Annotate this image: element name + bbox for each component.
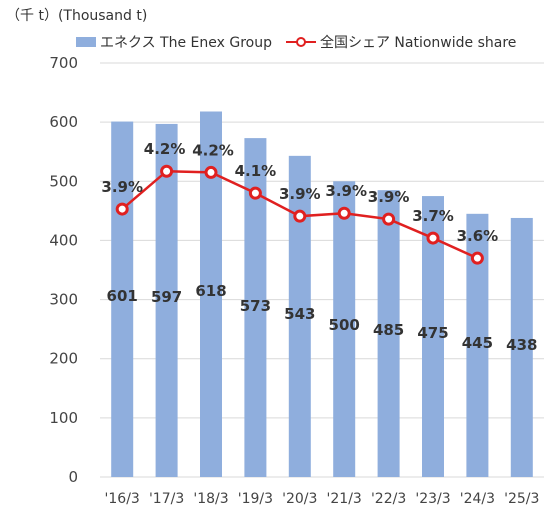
bar-value-label: 485	[373, 321, 404, 339]
share-point	[293, 209, 307, 223]
legend-line-label: 全国シェア Nationwide share	[319, 35, 517, 51]
share-point	[160, 164, 174, 178]
x-tick-label: '24/3	[460, 491, 495, 507]
bar-value-label: 618	[195, 282, 226, 300]
y-tick-label: 700	[49, 54, 78, 72]
share-value-label: 3.9%	[325, 182, 367, 200]
chart-legend: エネクス The Enex Group 全国シェア Nationwide sha…	[76, 32, 516, 52]
x-tick-label: '16/3	[105, 491, 140, 507]
legend-bar-swatch	[76, 37, 96, 47]
y-tick-label: 500	[49, 172, 78, 190]
bar-value-label: 573	[240, 297, 271, 315]
legend-line-swatch	[285, 36, 316, 48]
x-tick-label: '17/3	[149, 491, 184, 507]
bar	[422, 196, 444, 478]
share-point	[115, 202, 129, 216]
x-tick-label: '21/3	[327, 491, 362, 507]
share-point	[382, 212, 396, 226]
bar-value-label: 438	[506, 336, 537, 354]
x-tick-label: '19/3	[238, 491, 273, 507]
y-tick-label: 400	[49, 231, 78, 249]
y-tick-label: 600	[49, 113, 78, 131]
bar	[466, 213, 489, 478]
bar-value-label: 597	[151, 288, 182, 306]
share-value-label: 3.9%	[101, 178, 143, 196]
bar-value-label: 601	[107, 287, 138, 305]
x-tick-label: '22/3	[371, 491, 406, 507]
x-tick-label: '23/3	[415, 491, 450, 507]
y-tick-label: 300	[49, 291, 78, 309]
share-value-label: 4.2%	[144, 140, 186, 158]
share-value-label: 3.9%	[368, 188, 410, 206]
share-value-label: 3.9%	[279, 185, 321, 203]
bar	[288, 155, 311, 477]
bar-value-label: 543	[284, 305, 315, 323]
share-value-label: 3.6%	[457, 227, 499, 245]
share-value-label: 3.7%	[412, 207, 454, 225]
y-tick-label: 0	[68, 468, 78, 486]
share-point	[470, 251, 484, 265]
bar	[244, 138, 267, 477]
bar-value-label: 500	[329, 316, 360, 334]
bar-value-label: 475	[417, 324, 448, 342]
share-value-label: 4.2%	[192, 141, 234, 159]
share-point	[337, 206, 351, 220]
share-point	[426, 231, 440, 245]
x-tick-label: '20/3	[282, 491, 317, 507]
x-tick-label: '25/3	[504, 491, 539, 507]
bar	[333, 181, 356, 478]
bar	[377, 190, 400, 477]
share-point	[204, 165, 218, 179]
bar-value-label: 445	[462, 334, 493, 352]
share-point	[248, 186, 262, 200]
y-tick-label: 100	[49, 409, 78, 427]
bar	[200, 111, 222, 478]
share-value-label: 4.1%	[235, 162, 277, 180]
legend-bar-label: エネクス The Enex Group	[100, 35, 272, 51]
y-tick-label: 200	[49, 350, 78, 368]
bar	[510, 217, 533, 477]
unit-label: （千 t）(Thousand t)	[6, 8, 148, 24]
bar	[155, 123, 178, 477]
x-tick-label: '18/3	[193, 491, 228, 507]
